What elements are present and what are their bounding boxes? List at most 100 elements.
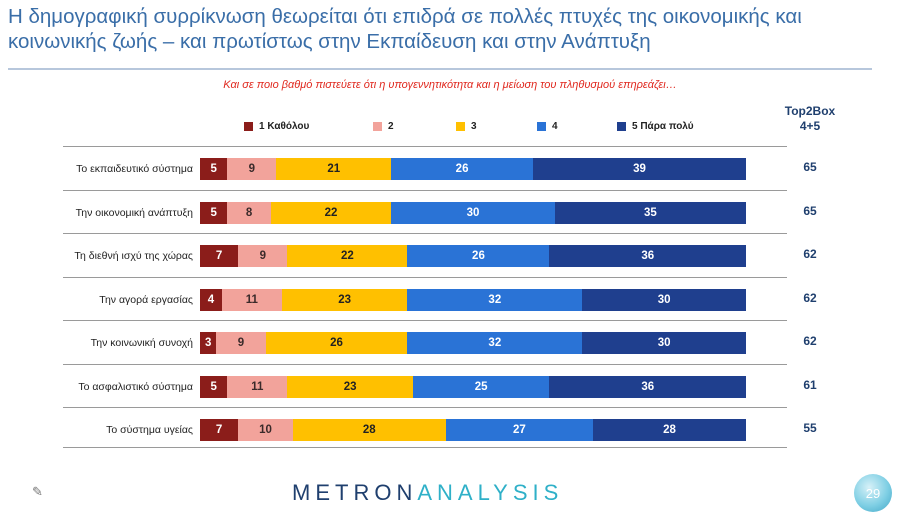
bar-value-label: 32 [488,337,502,349]
bar-segment-2: 8 [227,201,271,224]
top2box-header-line1: Top2Box [784,104,836,118]
bar-value-label: 26 [472,250,485,262]
bar-value-label: 5 [210,380,217,393]
bar-segment-3: 23 [287,375,413,398]
legend-swatch [617,122,626,131]
bar-value-label: 21 [327,163,341,175]
legend-label: 5 Πάρα πολύ [632,121,694,132]
bar-segment-1: 4 [200,288,222,311]
bar-value-label: 26 [455,163,469,175]
bar-segment-3: 21 [276,158,392,180]
bar-value-label: 4 [207,293,215,306]
bar-segment-2: 9 [238,245,288,267]
legend-label: 4 [552,121,558,132]
category-label: Το ασφαλιστικό σύστημα [78,380,193,393]
legend-swatch [537,122,546,131]
legend-item-1: 1 Καθόλου [244,121,309,132]
bar-segment-2: 10 [238,419,293,441]
bar-segment-3: 22 [270,201,392,224]
bar-value-label: 5 [210,206,217,219]
bar-value-label: 9 [259,250,266,262]
legend-item-2: 2 [373,121,394,132]
top2box-value: 61 [803,377,817,392]
bar-segment-1: 5 [200,375,228,398]
category-label: Την οικονομική ανάπτυξη [75,206,193,219]
metron-analysis-logo: METRONANALYSIS [292,480,563,506]
bar-segment-2: 9 [227,158,277,180]
logo-part-metron: METRON [292,480,418,505]
bar-segment-2: 9 [216,332,266,354]
bar-segment-5: 36 [549,245,746,267]
legend-swatch [456,122,465,131]
legend-item-4: 4 [537,121,558,132]
tool-icon: ✎ [32,484,43,499]
bar-value-label: 11 [245,293,258,306]
top2box-header-line2: 4+5 [799,119,821,133]
logo-part-analysis: ANALYSIS [417,480,564,505]
bar-segment-4: 32 [407,288,583,311]
bar-value-label: 9 [248,163,256,175]
page-title: Η δημογραφική συρρίκνωση θεωρείται ότι ε… [8,5,802,53]
bar-segment-1: 3 [200,332,217,354]
row-divider [63,276,787,278]
bar-segment-5: 36 [549,375,746,398]
bar-segment-3: 26 [265,332,408,354]
bar-value-label: 10 [259,424,272,436]
bar-value-label: 36 [641,250,655,262]
top2box-header: Top2Box 4+5 [774,104,846,134]
bar-value-label: 25 [474,380,488,393]
top2box-value: 55 [803,421,817,435]
bar-segment-4: 25 [412,375,550,398]
bar-value-label: 26 [330,337,343,349]
category-label: Το σύστημα υγείας [106,424,193,436]
bar-segment-5: 35 [554,201,746,224]
bar-segment-4: 26 [391,158,534,180]
top2box-value: 62 [803,247,817,261]
bar-segment-4: 30 [391,201,555,224]
legend-item-3: 3 [456,121,477,132]
row-divider [63,233,787,234]
bar-segment-4: 27 [445,419,594,441]
bar-value-label: 30 [657,293,671,306]
bar-value-label: 11 [251,380,264,393]
bar-value-label: 22 [341,250,354,262]
legend-item-5: 5 Πάρα πολύ [617,121,694,132]
row-divider [63,407,787,408]
legend-swatch [244,122,253,131]
row-divider [63,447,787,448]
bar-value-label: 3 [204,337,212,349]
bar-segment-1: 5 [200,201,228,224]
top2box-value: 62 [803,334,817,348]
bar-value-label: 23 [343,380,357,393]
row-divider [63,146,787,147]
bar-segment-1: 7 [200,245,239,267]
bar-value-label: 23 [338,293,352,306]
bar-segment-5: 30 [582,332,746,354]
bar-value-label: 28 [362,424,376,436]
bar-value-label: 28 [663,424,676,436]
top2box-value: 65 [803,160,817,174]
bar-value-label: 30 [657,337,671,349]
bar-segment-5: 30 [582,288,746,311]
bar-value-label: 9 [237,337,245,349]
bar-segment-3: 23 [281,288,408,311]
chart-question: Και σε ποιο βαθμό πιστεύετε ότι η υπογεν… [223,79,677,91]
bar-segment-1: 7 [200,419,239,441]
bar-segment-5: 39 [533,158,746,180]
bar-value-label: 27 [512,424,526,436]
bar-value-label: 36 [641,380,655,393]
legend-label: 1 Καθόλου [259,121,310,132]
top2box-value: 62 [803,290,817,305]
category-label: Την κοινωνική συνοχή [90,337,193,349]
legend-label: 2 [388,121,394,132]
title-divider [8,68,872,70]
bar-value-label: 7 [215,424,223,436]
row-divider [63,363,787,365]
row-divider [63,320,787,321]
legend-swatch [373,122,382,131]
bar-segment-2: 11 [227,375,288,398]
bar-value-label: 35 [644,206,657,219]
bar-value-label: 5 [210,163,217,175]
top2box-value: 65 [803,203,817,218]
bar-value-label: 32 [488,293,502,306]
